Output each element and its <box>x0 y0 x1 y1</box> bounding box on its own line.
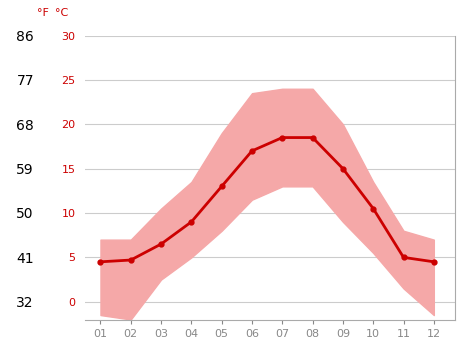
Text: °F: °F <box>37 9 49 18</box>
Text: °C: °C <box>55 9 68 18</box>
